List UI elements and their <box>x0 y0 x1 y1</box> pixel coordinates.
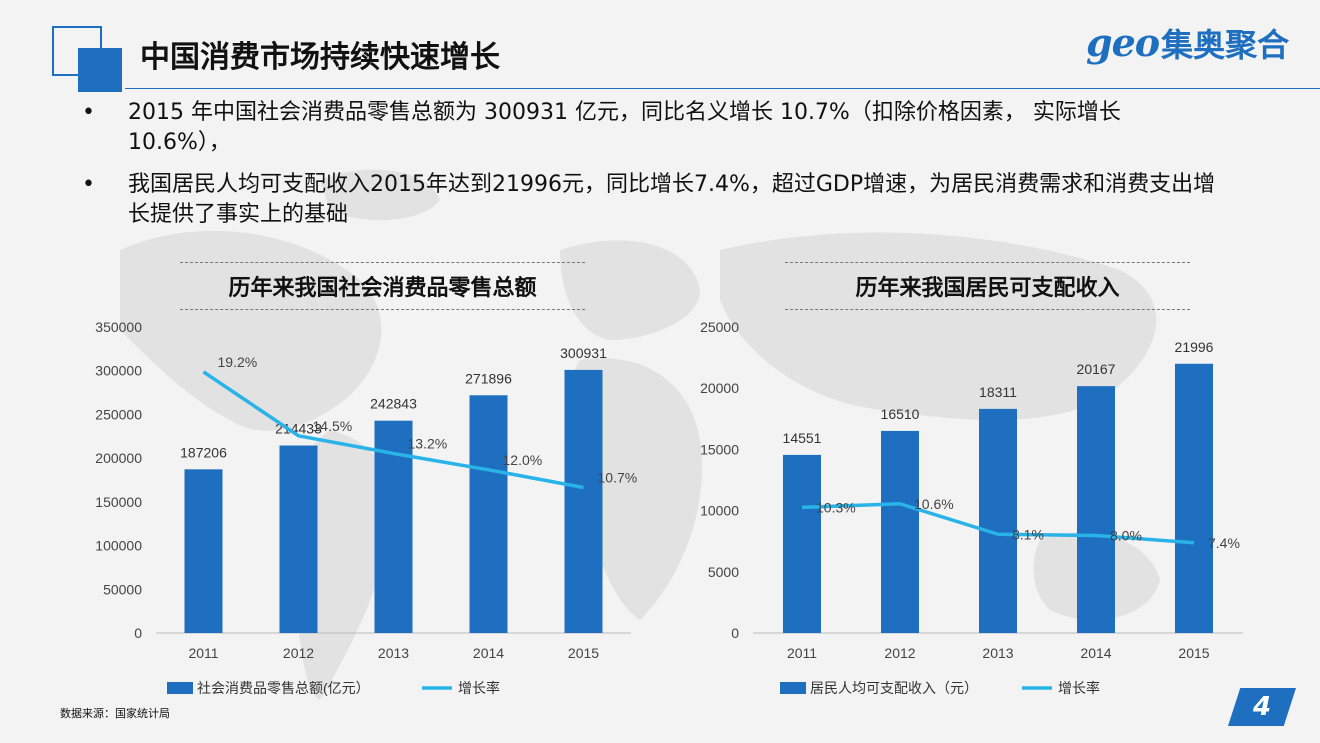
bullet-item: • 2015 年中国社会消费品零售总额为 300931 亿元，同比名义增长 10… <box>80 98 1230 158</box>
y-tick-label: 150000 <box>95 494 142 510</box>
bar <box>881 430 919 633</box>
growth-rate-label: 10.3% <box>816 499 856 515</box>
bar-value-label: 300931 <box>560 345 607 361</box>
data-source: 数据来源：国家统计局 <box>60 707 170 720</box>
y-tick-label: 10000 <box>700 503 739 519</box>
bar <box>783 454 821 633</box>
chart-title-income: 历年来我国居民可支配收入 <box>785 262 1190 310</box>
bar-value-label: 20167 <box>1077 361 1116 377</box>
bar-value-label: 187206 <box>180 444 227 460</box>
growth-rate-label: 19.2% <box>218 354 258 370</box>
header-divider <box>125 88 1320 89</box>
page-title: 中国消费市场持续快速增长 <box>140 40 500 75</box>
x-tick-label: 2013 <box>982 645 1013 661</box>
y-tick-label: 0 <box>731 625 739 641</box>
company-logo: geo集奥聚合 <box>1086 20 1289 66</box>
x-tick-label: 2015 <box>1178 645 1209 661</box>
bullet-item: • 我国居民人均可支配收入2015年达到21996元，同比增长7.4%，超过GD… <box>80 170 1230 230</box>
y-tick-label: 250000 <box>95 406 142 422</box>
bar-value-label: 18311 <box>979 384 1017 400</box>
y-tick-label: 350000 <box>95 319 142 335</box>
growth-rate-label: 7.4% <box>1208 535 1240 551</box>
x-tick-label: 2012 <box>884 645 915 661</box>
legend-bar-label: 社会消费品零售总额(亿元） <box>197 680 370 696</box>
y-tick-label: 300000 <box>95 363 142 379</box>
y-tick-label: 25000 <box>700 319 739 335</box>
page-number: 4 <box>1228 688 1296 726</box>
y-tick-label: 15000 <box>700 441 739 457</box>
bullet-text: 2015 年中国社会消费品零售总额为 300931 亿元，同比名义增长 10.7… <box>128 100 1121 155</box>
legend-line-label: 增长率 <box>458 680 500 696</box>
legend-line-label: 增长率 <box>1058 680 1100 696</box>
logo-latin: geo <box>1086 20 1160 65</box>
bullet-text: 我国居民人均可支配收入2015年达到21996元，同比增长7.4%，超过GDP增… <box>128 172 1216 227</box>
x-tick-label: 2014 <box>1080 645 1111 661</box>
growth-rate-label: 10.7% <box>598 469 638 485</box>
bar <box>1077 386 1115 633</box>
bar <box>184 469 223 633</box>
decor-square-filled <box>78 48 122 92</box>
growth-rate-label: 10.6% <box>914 496 954 512</box>
y-tick-label: 20000 <box>700 380 739 396</box>
legend-bar-swatch <box>167 682 193 694</box>
bar-value-label: 271896 <box>465 370 512 386</box>
bar <box>979 408 1017 633</box>
bar-value-label: 14551 <box>783 430 822 446</box>
growth-rate-label: 8.0% <box>1110 527 1142 543</box>
logo-chinese: 集奥聚合 <box>1161 26 1290 64</box>
disposable-income-chart: 0 5000 10000 15000 20000 25000 14551 2011 16510 2… <box>700 319 1243 696</box>
bar-value-label: 242843 <box>370 396 417 412</box>
y-tick-label: 50000 <box>103 581 142 597</box>
growth-rate-label: 8.1% <box>1012 526 1044 542</box>
bullet-list: • 2015 年中国社会消费品零售总额为 300931 亿元，同比名义增长 10… <box>80 98 1230 242</box>
x-tick-label: 2014 <box>473 645 504 661</box>
x-tick-label: 2013 <box>378 645 409 661</box>
bar-value-label: 214433 <box>275 421 322 437</box>
bar <box>469 395 508 633</box>
x-tick-label: 2011 <box>787 645 817 661</box>
bullet-dot: • <box>82 100 95 125</box>
bar-value-label: 16510 <box>881 406 920 422</box>
y-tick-label: 0 <box>134 625 142 641</box>
bar-value-label: 21996 <box>1175 339 1214 355</box>
y-tick-label: 5000 <box>708 564 739 580</box>
y-tick-label: 200000 <box>95 450 142 466</box>
legend-bar-label: 居民人均可支配收入（元） <box>810 680 978 696</box>
y-tick-label: 100000 <box>95 538 142 554</box>
growth-rate-line <box>202 370 584 490</box>
bullet-dot: • <box>82 172 95 197</box>
x-tick-label: 2011 <box>188 645 218 661</box>
legend-bar-swatch <box>780 682 806 694</box>
bar <box>564 369 603 633</box>
x-tick-label: 2012 <box>283 645 314 661</box>
growth-rate-label: 12.0% <box>503 452 543 468</box>
chart-title-retail: 历年来我国社会消费品零售总额 <box>180 262 585 310</box>
bar <box>279 445 318 633</box>
growth-rate-line <box>801 502 1195 545</box>
growth-rate-label: 14.5% <box>313 418 353 434</box>
x-tick-label: 2015 <box>568 645 599 661</box>
growth-rate-label: 13.2% <box>408 435 448 451</box>
bar <box>1175 363 1213 633</box>
retail-sales-chart: 0 50000 100000 150000 200000 250000 300000 3500… <box>95 319 638 696</box>
